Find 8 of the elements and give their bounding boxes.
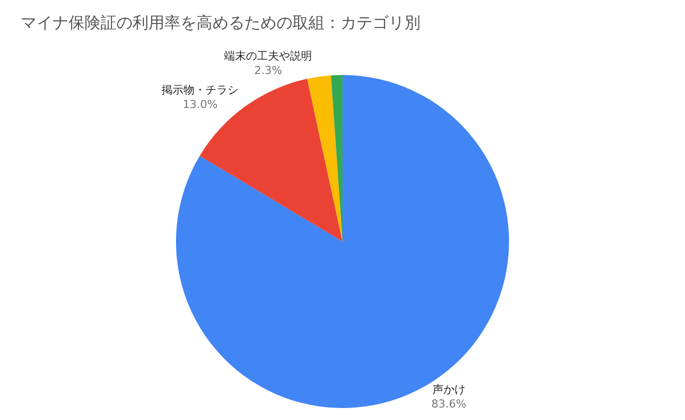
slice-label: 声かけ — [432, 383, 466, 396]
slice-label: 掲示物・チラシ — [162, 84, 239, 97]
chart-title: マイナ保険証の利用率を高めるための取組：カテゴリ別 — [20, 13, 421, 32]
pie-slice — [307, 75, 342, 242]
data-label: 2.3% — [254, 64, 282, 77]
data-label: 83.6% — [431, 397, 466, 410]
slice-label: 端末の工夫や説明 — [224, 50, 312, 63]
data-label: 13.0% — [182, 98, 218, 111]
